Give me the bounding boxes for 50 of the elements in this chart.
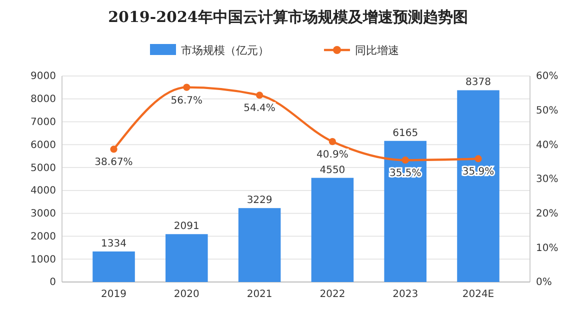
y-tick-label: 7000 xyxy=(30,116,56,128)
data-label: 56.7% xyxy=(170,95,203,106)
data-label: 35.5% xyxy=(389,168,422,180)
point xyxy=(402,156,409,164)
y2-tick-label: 50% xyxy=(536,106,558,117)
bar xyxy=(457,90,500,282)
y2-tick-label: 20% xyxy=(536,208,558,220)
x-tick-label: 2023 xyxy=(392,289,418,300)
bar xyxy=(238,208,281,282)
data-label: 2091 xyxy=(174,221,200,232)
legend-label: 同比增速 xyxy=(355,44,399,57)
bar xyxy=(384,140,426,282)
y-tick-label: 1000 xyxy=(30,254,56,266)
x-tick-label: 2020 xyxy=(174,289,200,300)
data-label: 3229 xyxy=(246,195,272,206)
data-label: 1334 xyxy=(101,238,126,250)
y2-tick-label: 10% xyxy=(536,242,558,254)
bar xyxy=(311,178,354,282)
data-label: 4550 xyxy=(320,164,346,176)
point xyxy=(256,92,264,99)
y-tick-label: 0 xyxy=(50,277,56,288)
data-label: 40.9% xyxy=(316,150,348,161)
x-tick-label: 2022 xyxy=(320,289,346,300)
y2-tick-label: 60% xyxy=(536,71,558,82)
chart-title: 2019-2024年中国云计算市场规模及增速预测趋势图 xyxy=(108,8,468,26)
x-tick-label: 2024E xyxy=(462,289,494,300)
y2-tick-label: 40% xyxy=(536,140,558,151)
y-tick-label: 4000 xyxy=(30,186,56,197)
data-label: 54.4% xyxy=(244,103,276,114)
data-label: 6165 xyxy=(392,128,418,139)
point xyxy=(183,84,190,91)
x-tick-label: 2021 xyxy=(246,289,272,300)
legend-label: 市场规模（亿元） xyxy=(181,44,269,57)
y-tick-label: 6000 xyxy=(30,140,56,151)
y2-tick-label: 0% xyxy=(536,277,552,288)
point xyxy=(110,146,118,153)
point xyxy=(328,138,336,146)
y2-tick-label: 30% xyxy=(536,174,558,186)
y-tick-label: 9000 xyxy=(30,71,56,82)
data-label: 35.9% xyxy=(462,166,494,178)
data-label: 38.67% xyxy=(94,157,133,168)
x-tick-label: 2019 xyxy=(101,289,126,300)
y-tick-label: 5000 xyxy=(30,162,56,174)
y-tick-label: 2000 xyxy=(30,231,56,242)
y-tick-label: 3000 xyxy=(30,208,56,220)
bar xyxy=(92,251,135,282)
bar xyxy=(166,234,208,282)
point xyxy=(474,155,482,162)
y-tick-label: 8000 xyxy=(30,94,56,106)
data-label: 8378 xyxy=(466,77,491,88)
